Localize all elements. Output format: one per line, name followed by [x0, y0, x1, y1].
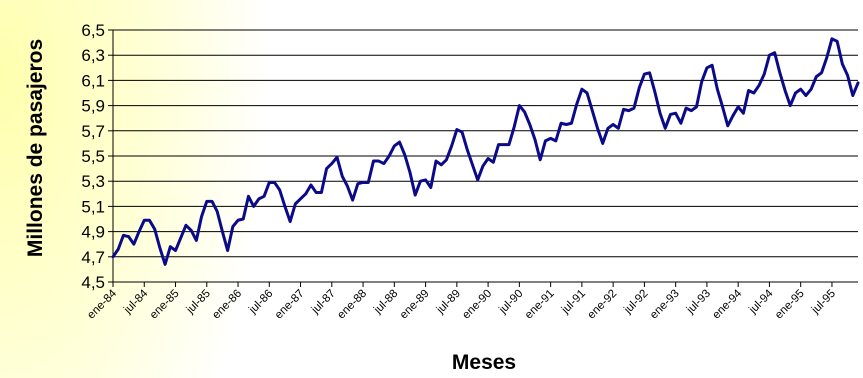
x-tick-label: ene-84 — [85, 287, 119, 321]
y-tick-label: 4,7 — [81, 248, 105, 267]
x-tick-label: ene-85 — [148, 288, 182, 322]
x-tick-label: ene-88 — [335, 288, 369, 322]
x-tick-label: ene-89 — [398, 288, 432, 322]
y-tick-label: 6,5 — [81, 21, 105, 40]
x-tick-label: jul-91 — [559, 288, 588, 317]
x-tick-label: jul-93 — [684, 288, 713, 317]
y-tick-label: 5,3 — [81, 172, 105, 191]
x-tick-label: jul-95 — [809, 288, 838, 317]
y-tick-label: 6,3 — [81, 46, 105, 65]
x-tick-label: ene-92 — [585, 288, 619, 322]
x-tick-label: jul-88 — [371, 288, 400, 317]
x-tick-label: jul-85 — [184, 288, 213, 317]
axes — [108, 29, 858, 287]
x-tick-label: jul-90 — [496, 288, 525, 317]
x-tick-label: ene-95 — [773, 288, 807, 322]
x-tick-label: ene-87 — [273, 288, 307, 322]
y-tick-label: 6,1 — [81, 71, 105, 90]
x-axis-title: Meses — [452, 351, 516, 374]
x-tick-label: jul-92 — [621, 288, 650, 317]
x-tick-label: ene-93 — [648, 288, 682, 322]
x-tick-label: jul-86 — [246, 288, 275, 317]
y-axis-title: Millones de pasajeros — [24, 39, 47, 257]
x-tick-label: ene-90 — [460, 288, 494, 322]
y-tick-label: 5,1 — [81, 197, 105, 216]
x-tick-label: ene-91 — [523, 288, 557, 322]
y-tick-label: 4,9 — [81, 223, 105, 242]
y-tick-label: 4,5 — [81, 273, 105, 292]
x-tick-label: jul-89 — [434, 288, 463, 317]
x-tick-label: ene-94 — [710, 287, 744, 321]
x-tick-label: jul-87 — [309, 288, 338, 317]
x-tick-label: jul-94 — [746, 287, 776, 317]
y-tick-label: 5,7 — [81, 122, 105, 141]
x-tick-label: ene-86 — [210, 288, 244, 322]
grid-lines — [113, 29, 858, 283]
series-line — [111, 37, 860, 266]
y-tick-label: 5,9 — [81, 97, 105, 116]
y-tick-labels: 4,5 4,7 4,9 5,1 5,3 5,5 5,7 5,9 6,1 6,3 6,5 — [81, 21, 105, 292]
x-tick-label: jul-84 — [121, 287, 151, 317]
y-tick-label: 5,5 — [81, 147, 105, 166]
